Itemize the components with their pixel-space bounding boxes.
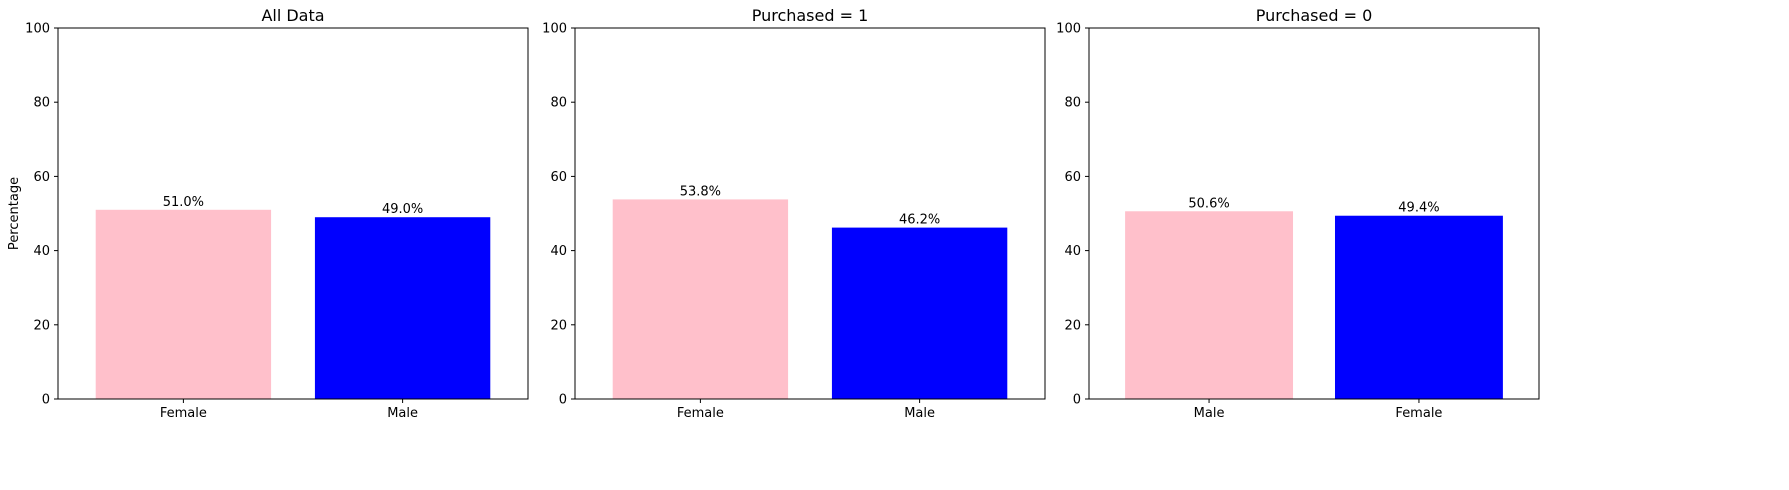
bar-female (1334, 215, 1503, 399)
plot-frame (1088, 27, 1540, 400)
y-tick-label: 100 (25, 22, 50, 37)
x-tick-label: Female (1395, 406, 1442, 421)
y-tick-label: 0 (1073, 393, 1081, 408)
bar-male (1125, 211, 1294, 399)
x-tick-label: Male (1194, 406, 1225, 421)
y-tick-label: 80 (550, 96, 567, 111)
y-tick-label: 40 (1064, 244, 1081, 259)
y-tick-label: 20 (33, 318, 50, 333)
bar-value-label: 50.6% (1188, 196, 1229, 211)
y-tick-label: 40 (550, 244, 567, 259)
bar-male (831, 227, 1008, 399)
bar-male (314, 217, 491, 399)
panel-title: All Data (261, 6, 324, 25)
y-tick-label: 80 (1064, 96, 1081, 111)
bar-value-label: 53.8% (680, 184, 721, 199)
x-tick-label: Female (677, 406, 724, 421)
panel-purchased-1: Purchased = 1 0 20 40 60 80 100 53.8% Female 46.… (542, 6, 1046, 421)
bar-value-label: 49.4% (1398, 201, 1439, 216)
y-tick-label: 60 (550, 170, 567, 185)
bar-female (612, 199, 789, 399)
bar-value-label: 49.0% (382, 202, 423, 217)
panel-purchased-0: Purchased = 0 0 20 40 60 80 100 50.6% Male 49.4%… (1056, 6, 1540, 421)
y-tick-label: 60 (33, 170, 50, 185)
y-tick-label: 20 (1064, 318, 1081, 333)
y-axis-label: Percentage (7, 177, 22, 250)
y-tick-label: 80 (33, 96, 50, 111)
panel-title: Purchased = 1 (752, 6, 869, 25)
y-tick-label: 60 (1064, 170, 1081, 185)
panel-title: Purchased = 0 (1256, 6, 1373, 25)
y-tick-label: 100 (1056, 22, 1081, 37)
y-tick-label: 0 (42, 393, 50, 408)
y-tick-label: 40 (33, 244, 50, 259)
bar-value-label: 46.2% (899, 213, 940, 228)
x-tick-label: Male (387, 406, 418, 421)
y-tick-label: 20 (550, 318, 567, 333)
plot-frame (574, 27, 1046, 400)
panel-all-data: All Data Percentage 0 20 40 60 80 100 51.0% Fem… (7, 6, 529, 421)
x-tick-label: Male (904, 406, 935, 421)
y-tick-label: 100 (542, 22, 567, 37)
bar-value-label: 51.0% (163, 195, 204, 210)
plot-frame (57, 27, 529, 400)
bar-female (95, 209, 272, 399)
x-tick-label: Female (160, 406, 207, 421)
y-tick-label: 0 (559, 393, 567, 408)
